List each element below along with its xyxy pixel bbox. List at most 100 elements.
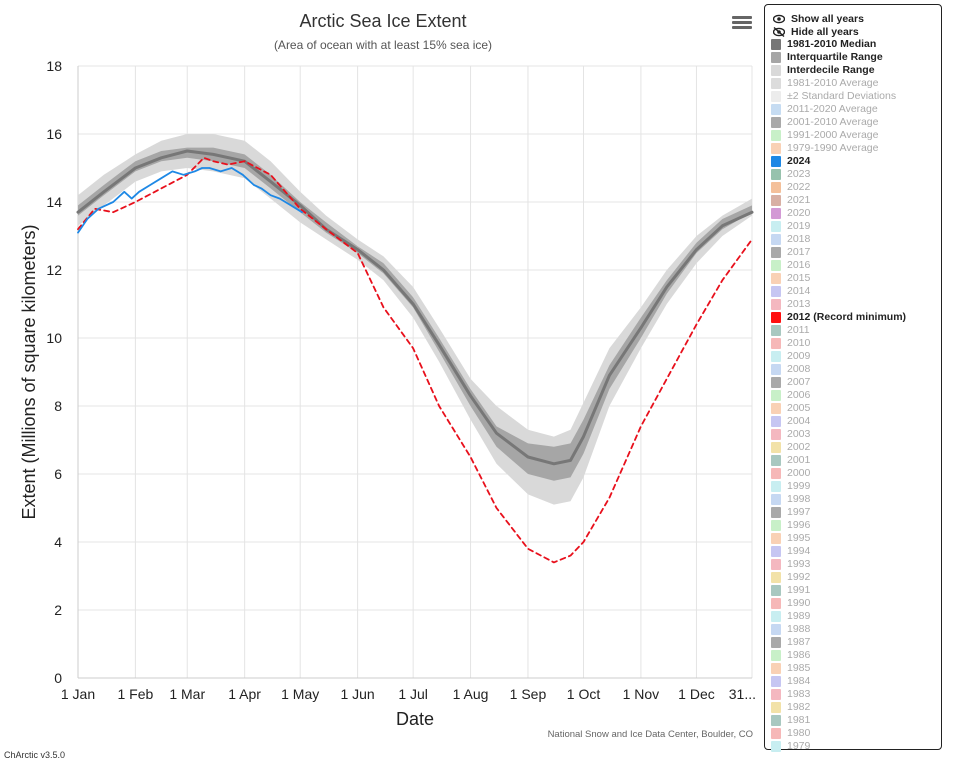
legend-item[interactable]: 1985 [771, 662, 810, 675]
legend-item[interactable]: 2022 [771, 181, 810, 194]
legend-item[interactable]: 1993 [771, 558, 810, 571]
legend-item[interactable]: Interdecile Range [771, 64, 875, 77]
legend-item[interactable]: 1983 [771, 688, 810, 701]
y-tick-label: 12 [46, 262, 62, 278]
legend-swatch [771, 208, 781, 219]
legend-item[interactable]: 2015 [771, 272, 810, 285]
hide-all-years-button[interactable]: Hide all years [773, 25, 859, 38]
legend-item[interactable]: 2005 [771, 402, 810, 415]
legend-item[interactable]: 1988 [771, 623, 810, 636]
legend-swatch [771, 65, 781, 76]
legend-item[interactable]: Interquartile Range [771, 51, 883, 64]
legend-label: 2010 [787, 337, 811, 349]
legend-item[interactable]: 2011 [771, 324, 810, 337]
legend-label: 2014 [787, 285, 811, 297]
legend-swatch [771, 273, 781, 284]
legend-label: ±2 Standard Deviations [787, 90, 897, 102]
x-tick-label: 1 May [281, 686, 319, 702]
legend-item[interactable]: 2009 [771, 350, 810, 363]
legend-swatch [771, 221, 781, 232]
legend-item[interactable]: 1986 [771, 649, 810, 662]
legend-item[interactable]: 2016 [771, 259, 810, 272]
legend-item[interactable]: 1979 [771, 740, 810, 753]
legend-item[interactable]: 2004 [771, 415, 810, 428]
legend-item[interactable]: 2013 [771, 298, 810, 311]
legend-label: 2004 [787, 415, 811, 427]
legend-item[interactable]: 1990 [771, 597, 810, 610]
legend-item[interactable]: 2014 [771, 285, 810, 298]
legend-label: 1982 [787, 701, 811, 713]
legend-item[interactable]: 1987 [771, 636, 810, 649]
legend-swatch [771, 533, 781, 544]
legend-item[interactable]: 2001-2010 Average [771, 116, 878, 129]
record-2012-line [77, 156, 753, 564]
legend-swatch [771, 299, 781, 310]
legend-item[interactable]: 2006 [771, 389, 810, 402]
legend-label: 2011 [787, 324, 810, 336]
hide-all-label: Hide all years [791, 25, 859, 38]
legend-label: 2016 [787, 259, 811, 271]
legend-label: 1987 [787, 636, 811, 648]
legend-label: 2019 [787, 220, 811, 232]
legend-swatch [771, 689, 781, 700]
legend-label: 1994 [787, 545, 811, 557]
legend-item[interactable]: 1980 [771, 727, 810, 740]
y-tick-label: 4 [54, 534, 62, 550]
legend-item[interactable]: 1998 [771, 493, 810, 506]
legend-swatch [771, 429, 781, 440]
legend-label: 2001-2010 Average [787, 116, 879, 128]
legend-item[interactable]: 2024 [771, 155, 810, 168]
legend-swatch [771, 507, 781, 518]
legend-swatch [771, 728, 781, 739]
legend-item[interactable]: 2017 [771, 246, 810, 259]
legend-swatch [771, 247, 781, 258]
legend-item[interactable]: 2003 [771, 428, 810, 441]
legend-item[interactable]: 1981-2010 Median [771, 38, 876, 51]
legend-item[interactable]: 2021 [771, 194, 810, 207]
legend-item[interactable]: 2020 [771, 207, 810, 220]
legend-item[interactable]: 1995 [771, 532, 810, 545]
legend-item[interactable]: 1992 [771, 571, 810, 584]
legend-label: 1993 [787, 558, 811, 570]
legend-item[interactable]: 2012 (Record minimum) [771, 311, 906, 324]
legend-item[interactable]: 1984 [771, 675, 810, 688]
eye-slash-icon [773, 26, 785, 37]
legend-item[interactable]: 2001 [771, 454, 810, 467]
y-tick-label: 10 [46, 330, 62, 346]
legend-swatch [771, 455, 781, 466]
legend-item[interactable]: 2010 [771, 337, 810, 350]
legend-item[interactable]: 2002 [771, 441, 810, 454]
legend-item[interactable]: 1996 [771, 519, 810, 532]
legend-item[interactable]: ±2 Standard Deviations [771, 90, 896, 103]
legend-item[interactable]: 1997 [771, 506, 810, 519]
legend-swatch [771, 351, 781, 362]
legend-item[interactable]: 1989 [771, 610, 810, 623]
legend-item[interactable]: 2018 [771, 233, 810, 246]
legend-label: Interdecile Range [787, 64, 875, 76]
legend-label: 1996 [787, 519, 811, 531]
y-tick-label: 2 [54, 602, 62, 618]
x-tick-label: 1 Jan [61, 686, 95, 702]
show-all-years-button[interactable]: Show all years [773, 12, 864, 25]
legend-item[interactable]: 1981-2010 Average [771, 77, 878, 90]
legend-item[interactable]: 1994 [771, 545, 810, 558]
legend-item[interactable]: 1981 [771, 714, 810, 727]
legend-label: 2007 [787, 376, 811, 388]
legend-item[interactable]: 2000 [771, 467, 810, 480]
legend-item[interactable]: 1979-1990 Average [771, 142, 878, 155]
legend-item[interactable]: 1991 [771, 584, 810, 597]
legend-item[interactable]: 2023 [771, 168, 810, 181]
legend-item[interactable]: 2019 [771, 220, 810, 233]
legend-item[interactable]: 2011-2020 Average [771, 103, 878, 116]
legend-label: 1998 [787, 493, 811, 505]
legend-item[interactable]: 1999 [771, 480, 810, 493]
legend-label: 2012 (Record minimum) [787, 311, 907, 323]
hamburger-menu-icon[interactable] [732, 14, 752, 34]
legend-swatch [771, 546, 781, 557]
legend-item[interactable]: 2007 [771, 376, 810, 389]
legend-item[interactable]: 1991-2000 Average [771, 129, 878, 142]
legend-item[interactable]: 1982 [771, 701, 810, 714]
legend-swatch [771, 715, 781, 726]
legend-label: 1979 [787, 740, 811, 752]
legend-item[interactable]: 2008 [771, 363, 810, 376]
